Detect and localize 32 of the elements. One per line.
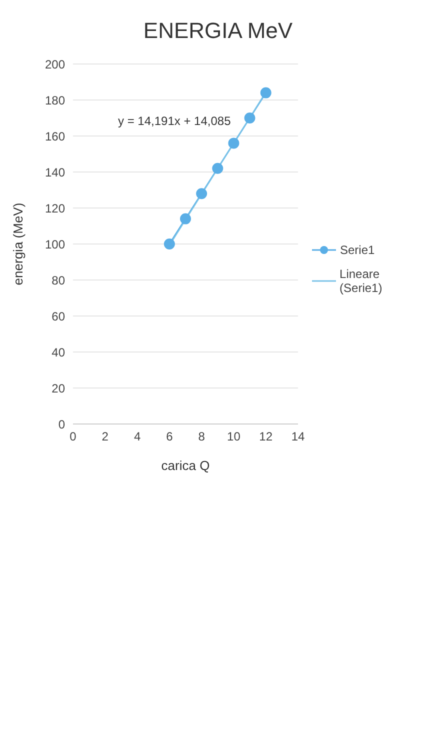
x-tick-label: 6	[166, 430, 174, 444]
x-tick-label: 10	[227, 430, 241, 444]
point	[244, 112, 256, 124]
y-tick-label: 20	[52, 381, 66, 396]
legend-label: Serie1	[340, 243, 375, 257]
x-tick-label: 0	[70, 430, 77, 444]
x-tick-label: 12	[259, 430, 273, 444]
annotation: y = 14,191x + 14,085	[118, 114, 231, 128]
chart-title: ENERGIA MeV	[142, 18, 294, 45]
y-tick-label: 120	[44, 201, 66, 216]
x-tick-label: 8	[198, 430, 206, 444]
y-tick-label: 0	[58, 417, 66, 432]
point	[228, 138, 240, 149]
y-tick-label: 80	[52, 273, 66, 288]
point	[196, 188, 208, 200]
point	[260, 87, 272, 98]
point	[164, 238, 175, 250]
x-tick-label: 2	[102, 430, 109, 444]
y-tick-label: 180	[44, 93, 66, 108]
y-tick-label: 100	[44, 237, 66, 252]
x-axis-title: carica Q	[161, 458, 210, 473]
legend-label: Lineare (Serie1)	[340, 267, 384, 295]
y-tick-label: 60	[52, 309, 66, 324]
y-axis-title: energia (MeV)	[10, 202, 26, 286]
y-tick-label: 40	[52, 345, 66, 360]
y-tick-label: 160	[44, 129, 66, 144]
x-tick-label: 14	[291, 430, 305, 444]
y-tick-label: 140	[44, 165, 66, 180]
x-tick-label: 4	[134, 430, 141, 444]
point	[180, 213, 191, 224]
y-tick-label: 200	[44, 57, 66, 72]
point	[212, 162, 224, 174]
